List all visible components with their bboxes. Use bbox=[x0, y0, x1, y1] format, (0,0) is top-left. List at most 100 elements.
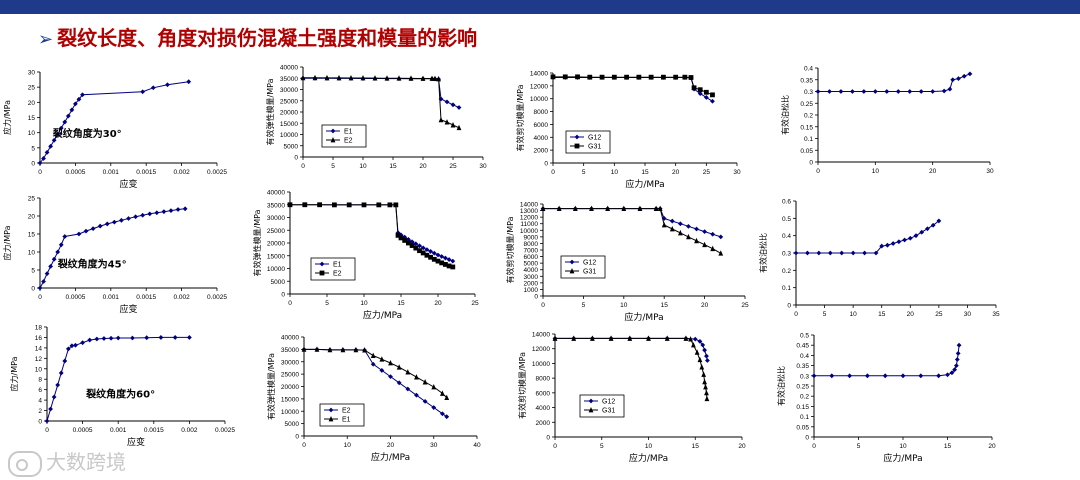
x-tick-label: 5 bbox=[857, 443, 861, 450]
data-point bbox=[704, 389, 709, 396]
data-point bbox=[384, 75, 390, 81]
x-tick-label: 20 bbox=[738, 443, 746, 450]
y-tick-label: 20 bbox=[28, 100, 36, 107]
data-point bbox=[376, 202, 382, 208]
y-tick-label: 10000 bbox=[267, 266, 285, 273]
data-point bbox=[435, 258, 441, 264]
data-point bbox=[44, 418, 50, 424]
data-point bbox=[930, 222, 936, 228]
data-point bbox=[432, 75, 438, 81]
y-tick-label: 12000 bbox=[532, 346, 550, 353]
x-tick-label: 25 bbox=[741, 302, 749, 309]
y-tick-label: 3000 bbox=[524, 274, 539, 281]
data-point bbox=[686, 223, 691, 229]
x-tick-label: 35 bbox=[992, 311, 1000, 318]
y-tick-label: 0.3 bbox=[800, 373, 809, 380]
chart-c34: 0 0.05 0.1 0.15 0.2 0.25 0.3 0.35 0.4 0.45 0.5 0 5 10… bbox=[776, 333, 996, 465]
data-point bbox=[705, 358, 710, 363]
data-point bbox=[429, 75, 435, 81]
data-point bbox=[302, 202, 308, 208]
data-point bbox=[669, 218, 675, 224]
y-tick-label: 10000 bbox=[520, 228, 538, 235]
data-point bbox=[44, 149, 50, 155]
chart-c12: 0 5000 10000 15000 20000 25000 30000 35000 40000… bbox=[265, 65, 487, 171]
data-point bbox=[690, 342, 696, 348]
y-tick-label: 40000 bbox=[267, 190, 285, 197]
data-point bbox=[608, 335, 614, 341]
y-tick-label: 10 bbox=[35, 366, 43, 373]
x-tick-label: 10 bbox=[645, 443, 653, 450]
data-point bbox=[37, 160, 43, 166]
data-point bbox=[444, 394, 450, 401]
y-tick-label: 9000 bbox=[524, 234, 539, 241]
y-tick-label: 0.2 bbox=[800, 394, 809, 401]
y-tick-label: 0 bbox=[534, 294, 538, 301]
data-point bbox=[686, 233, 691, 240]
data-point bbox=[115, 335, 121, 341]
x-tick-label: 0 bbox=[812, 443, 816, 450]
x-axis-label: 应力/MPa bbox=[883, 452, 922, 464]
data-point bbox=[287, 202, 293, 208]
data-point bbox=[653, 205, 659, 211]
data-point bbox=[956, 342, 962, 348]
y-tick-label: 0 bbox=[294, 155, 298, 162]
data-point bbox=[438, 116, 444, 123]
data-point bbox=[417, 243, 422, 249]
y-tick-label: 5000 bbox=[285, 421, 300, 428]
data-point bbox=[168, 208, 174, 213]
y-tick-label: 8000 bbox=[524, 241, 539, 248]
x-tick-label: 15 bbox=[878, 311, 886, 318]
data-point bbox=[140, 212, 146, 218]
data-point bbox=[379, 368, 385, 373]
x-tick-label: 5 bbox=[331, 163, 335, 170]
data-point bbox=[862, 250, 867, 256]
data-point bbox=[41, 156, 46, 161]
y-tick-label: 0.5 bbox=[800, 333, 809, 340]
y-tick-label: 20000 bbox=[280, 110, 298, 117]
y-tick-label: 0.3 bbox=[804, 89, 813, 96]
y-tick-label: 10000 bbox=[281, 409, 299, 416]
data-point bbox=[133, 214, 138, 220]
x-tick-label: 15 bbox=[692, 443, 700, 450]
x-tick-label: 0 bbox=[302, 442, 306, 449]
data-point bbox=[902, 237, 907, 243]
y-tick-label: 8000 bbox=[534, 109, 549, 116]
data-point bbox=[417, 248, 422, 254]
x-tick-label: 5 bbox=[823, 311, 827, 318]
data-point bbox=[907, 89, 913, 94]
y-tick-label: 10 bbox=[28, 250, 36, 257]
data-point bbox=[51, 137, 57, 143]
y-tick-label: 15000 bbox=[280, 121, 298, 128]
y-tick-label: 2000 bbox=[524, 280, 539, 287]
data-point bbox=[919, 229, 925, 235]
data-point bbox=[450, 264, 456, 270]
data-point bbox=[387, 202, 393, 208]
data-point bbox=[353, 346, 359, 353]
data-point bbox=[661, 222, 667, 228]
data-point bbox=[895, 89, 901, 94]
x-tick-label: 0.0005 bbox=[65, 294, 85, 301]
y-tick-label: 10000 bbox=[530, 96, 548, 103]
y-tick-label: 0 bbox=[281, 292, 285, 299]
x-tick-label: 30 bbox=[479, 163, 487, 170]
header-accent-bar bbox=[0, 0, 1080, 14]
y-tick-label: 10000 bbox=[280, 132, 298, 139]
data-point bbox=[428, 249, 433, 254]
data-point bbox=[424, 252, 430, 258]
x-tick-label: 20 bbox=[907, 311, 915, 318]
y-tick-label: 12000 bbox=[530, 83, 548, 90]
x-tick-label: 0.0025 bbox=[207, 169, 227, 176]
y-tick-label: 20000 bbox=[281, 384, 299, 391]
data-point bbox=[172, 335, 178, 340]
data-point bbox=[58, 370, 64, 376]
data-point bbox=[55, 131, 61, 137]
data-point bbox=[101, 336, 107, 341]
data-point bbox=[446, 257, 452, 262]
y-tick-label: 15000 bbox=[267, 253, 285, 260]
data-point bbox=[947, 86, 953, 92]
y-tick-label: 35000 bbox=[280, 76, 298, 83]
y-tick-label: 25000 bbox=[267, 228, 285, 235]
